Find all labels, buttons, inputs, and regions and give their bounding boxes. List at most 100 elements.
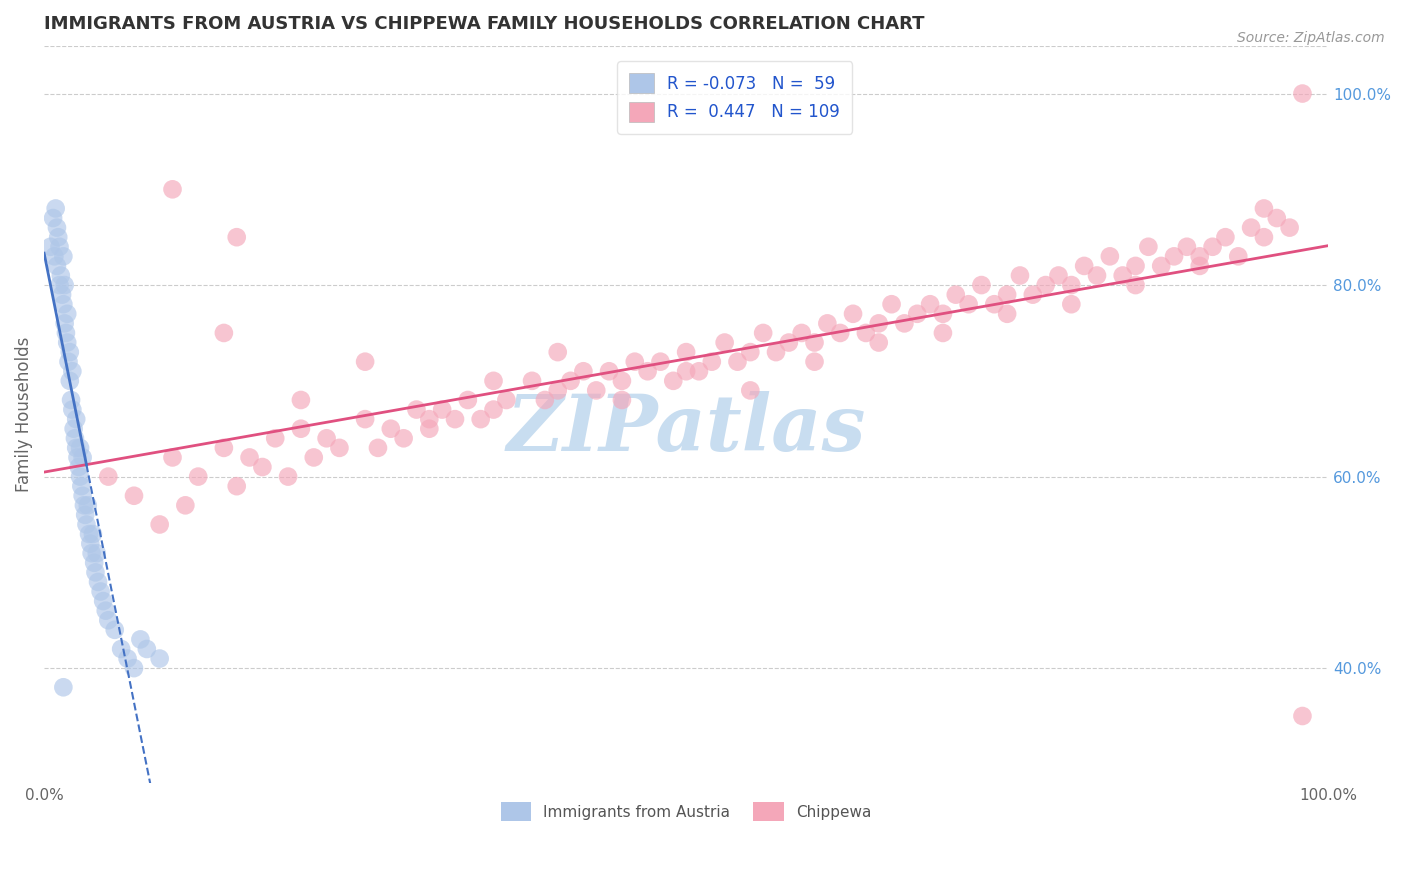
Point	[70, 479, 93, 493]
Point	[238, 450, 260, 465]
Point	[290, 422, 312, 436]
Point	[623, 354, 645, 368]
Point	[97, 613, 120, 627]
Point	[1073, 259, 1095, 273]
Point	[53, 278, 76, 293]
Point	[905, 307, 928, 321]
Point	[392, 431, 415, 445]
Point	[162, 182, 184, 196]
Point	[1188, 249, 1211, 263]
Point	[1201, 240, 1223, 254]
Point	[87, 574, 110, 589]
Point	[945, 287, 967, 301]
Point	[1215, 230, 1237, 244]
Point	[65, 412, 87, 426]
Point	[56, 335, 79, 350]
Point	[675, 345, 697, 359]
Point	[46, 230, 69, 244]
Point	[868, 335, 890, 350]
Point	[46, 220, 69, 235]
Point	[932, 307, 955, 321]
Point	[328, 441, 350, 455]
Point	[547, 384, 569, 398]
Point	[162, 450, 184, 465]
Point	[66, 450, 89, 465]
Point	[55, 326, 77, 340]
Point	[52, 249, 75, 263]
Point	[790, 326, 813, 340]
Point	[90, 584, 112, 599]
Point	[252, 460, 274, 475]
Point	[585, 384, 607, 398]
Point	[803, 354, 825, 368]
Point	[46, 259, 69, 273]
Point	[63, 431, 86, 445]
Point	[778, 335, 800, 350]
Point	[752, 326, 775, 340]
Point	[51, 287, 73, 301]
Point	[86, 546, 108, 560]
Point	[60, 364, 83, 378]
Point	[354, 354, 377, 368]
Point	[44, 249, 66, 263]
Point	[495, 392, 517, 407]
Point	[315, 431, 337, 445]
Point	[995, 307, 1018, 321]
Legend: Immigrants from Austria, Chippewa: Immigrants from Austria, Chippewa	[495, 797, 877, 827]
Point	[470, 412, 492, 426]
Point	[135, 642, 157, 657]
Point	[277, 469, 299, 483]
Point	[444, 412, 467, 426]
Point	[610, 392, 633, 407]
Point	[76, 499, 98, 513]
Point	[69, 469, 91, 483]
Point	[302, 450, 325, 465]
Point	[457, 392, 479, 407]
Point	[212, 326, 235, 340]
Point	[58, 354, 80, 368]
Point	[367, 441, 389, 455]
Point	[62, 422, 84, 436]
Point	[212, 441, 235, 455]
Point	[932, 326, 955, 340]
Text: Source: ZipAtlas.com: Source: ZipAtlas.com	[1237, 31, 1385, 45]
Point	[430, 402, 453, 417]
Point	[129, 632, 152, 647]
Point	[187, 469, 209, 483]
Point	[94, 604, 117, 618]
Point	[1060, 297, 1083, 311]
Point	[122, 661, 145, 675]
Point	[45, 202, 67, 216]
Point	[56, 307, 79, 321]
Point	[52, 297, 75, 311]
Point	[1022, 287, 1045, 301]
Point	[727, 354, 749, 368]
Point	[91, 594, 114, 608]
Point	[67, 460, 90, 475]
Point	[765, 345, 787, 359]
Point	[830, 326, 852, 340]
Point	[1150, 259, 1173, 273]
Point	[72, 489, 94, 503]
Point	[97, 469, 120, 483]
Point	[39, 240, 62, 254]
Point	[662, 374, 685, 388]
Point	[149, 517, 172, 532]
Point	[1125, 278, 1147, 293]
Point	[572, 364, 595, 378]
Point	[174, 499, 197, 513]
Point	[122, 489, 145, 503]
Point	[1188, 259, 1211, 273]
Point	[76, 517, 98, 532]
Point	[560, 374, 582, 388]
Point	[84, 566, 107, 580]
Point	[42, 211, 65, 225]
Point	[970, 278, 993, 293]
Point	[1291, 87, 1313, 101]
Point	[225, 230, 247, 244]
Point	[418, 422, 440, 436]
Point	[482, 402, 505, 417]
Y-axis label: Family Households: Family Households	[15, 336, 32, 492]
Point	[1278, 220, 1301, 235]
Point	[75, 508, 97, 522]
